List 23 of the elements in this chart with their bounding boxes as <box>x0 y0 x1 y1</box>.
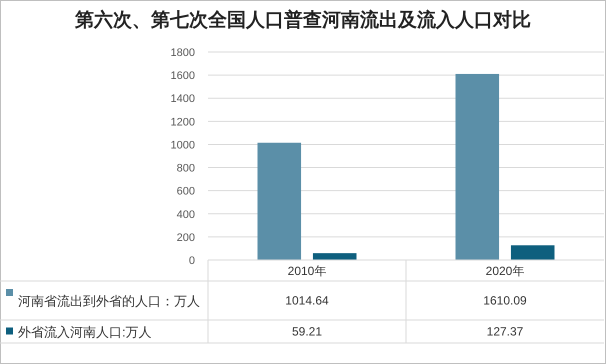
data-label: 59.21 <box>292 324 322 338</box>
y-tick-label: 800 <box>176 162 195 175</box>
bar <box>258 142 302 260</box>
y-tick-label: 600 <box>176 186 195 198</box>
y-tick-label: 200 <box>176 232 195 244</box>
y-tick-label: 400 <box>176 208 195 221</box>
legend-label: 外省流入河南人口:万人 <box>18 324 152 340</box>
bar <box>510 245 554 260</box>
data-label: 1014.64 <box>285 294 330 308</box>
x-tick-label: 2020年 <box>486 264 524 278</box>
legend-label: 河南省流出到外省的人口：万人 <box>18 294 200 308</box>
y-tick-label: 1400 <box>170 93 195 106</box>
bar <box>312 253 356 260</box>
y-tick-label: 1800 <box>170 47 195 59</box>
y-tick-label: 1000 <box>170 139 195 152</box>
y-tick-label: 1200 <box>170 116 195 128</box>
bar <box>456 74 500 260</box>
y-tick-label: 0 <box>188 255 195 267</box>
x-tick-label: 2010年 <box>288 264 326 278</box>
chart-title: 第六次、第七次全国人口普查河南流出及流入人口对比 <box>74 9 531 31</box>
data-label: 127.37 <box>486 324 524 338</box>
y-tick-label: 1600 <box>170 70 195 82</box>
data-label: 1610.09 <box>483 294 528 308</box>
